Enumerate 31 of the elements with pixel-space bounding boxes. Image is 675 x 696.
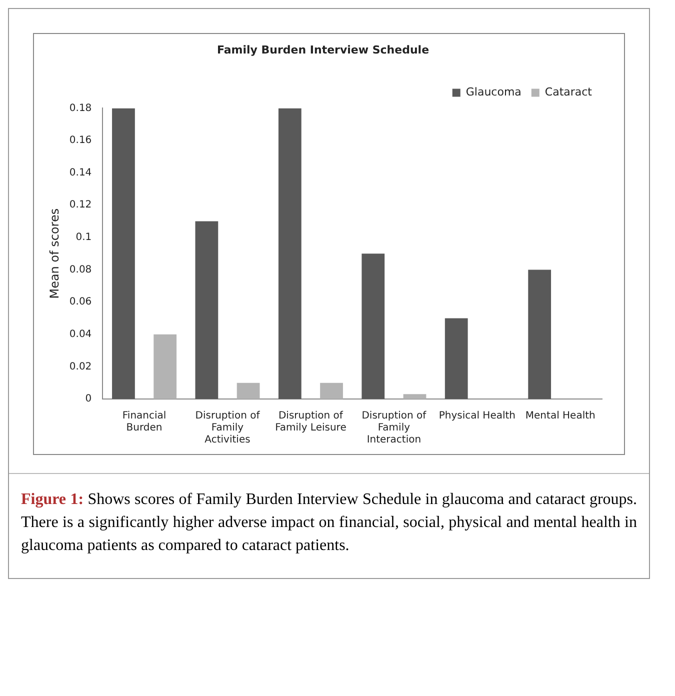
y-tick-label: 0.1	[76, 232, 92, 244]
bar	[236, 382, 260, 399]
bar	[444, 318, 468, 399]
y-axis-title: Mean of scores	[47, 208, 62, 299]
y-tick-label: 0.12	[69, 200, 92, 211]
y-tick-label: 0.08	[69, 264, 92, 276]
bar	[112, 108, 135, 399]
y-tick-label: 0	[85, 394, 92, 405]
y-tick-label: 0.04	[69, 328, 92, 340]
legend-label: Glaucoma	[466, 86, 522, 99]
x-tick-label: Disruption of Family Activities	[195, 410, 260, 446]
x-tick-label: Disruption of Family Leisure	[275, 410, 346, 434]
y-tick-label: 0.18	[69, 102, 92, 114]
bar	[195, 221, 218, 399]
y-tick-label: 0.14	[69, 167, 92, 178]
x-tick-label: Physical Health	[438, 410, 516, 422]
x-tick-label: Financial Burden	[122, 410, 166, 434]
bar	[154, 334, 177, 399]
bar	[362, 254, 385, 399]
y-tick-label: 0.16	[69, 135, 92, 146]
x-tick-label: Mental Health	[525, 410, 596, 422]
bar	[403, 394, 426, 399]
bar	[528, 270, 552, 399]
y-tick-label: 0.06	[69, 296, 92, 308]
chart-title: Family Burden Interview Schedule	[216, 43, 430, 56]
bar	[320, 382, 343, 399]
bar	[278, 108, 302, 399]
legend-label: Cataract	[544, 86, 593, 99]
y-tick-label: 0.02	[69, 361, 92, 372]
x-tick-label: Disruption of Family Interaction	[362, 410, 427, 446]
caption: Figure 1: Shows scores of Family Burden Interview Schedule in glaucoma and cataract groups. There is a significantly higher adverse impact on financial, social, physical and mental health in glaucoma patients as compared to cataract patients.	[21, 491, 637, 554]
